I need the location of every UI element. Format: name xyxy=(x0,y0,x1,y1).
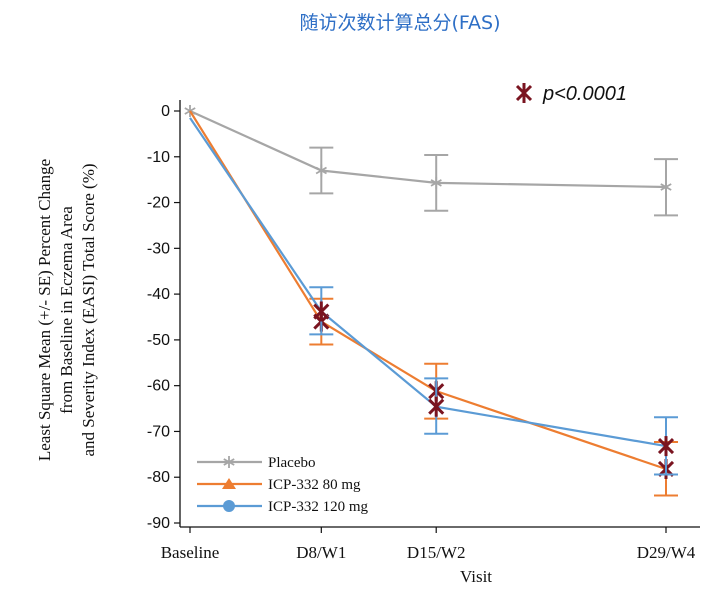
y-tick-label: -20 xyxy=(147,195,170,212)
data-point xyxy=(315,164,327,177)
series-line xyxy=(189,110,667,471)
significance-marker xyxy=(657,436,675,457)
data-point-stroke xyxy=(430,179,442,187)
legend-item: ICP-332 80 mg xyxy=(197,477,361,493)
legend-marker xyxy=(223,456,235,468)
legend-label: ICP-332 120 mg xyxy=(268,499,369,515)
y-tick-label: -30 xyxy=(147,240,170,257)
y-tick-label: -80 xyxy=(147,469,170,486)
y-tick-label: -40 xyxy=(147,286,170,303)
page-title: 随访次数计算总分(FAS) xyxy=(299,12,501,34)
y-axis-title: Least Square Mean (+/- SE) Percent Chang… xyxy=(35,159,98,461)
x-axis: Baseline D8/W1 D15/W2 D29/W4 xyxy=(161,526,700,562)
legend: Placebo ICP-332 80 mg ICP-332 120 mg xyxy=(197,455,369,515)
y-tick-label: -50 xyxy=(147,332,170,349)
y-tick-label: 0 xyxy=(161,103,170,120)
legend-label: ICP-332 80 mg xyxy=(268,477,361,493)
x-axis-title: Visit xyxy=(460,567,492,586)
significance-key: p<0.0001 xyxy=(515,83,627,105)
legend-item: Placebo xyxy=(197,455,315,471)
significance-marker xyxy=(428,396,445,417)
x-tick-label: D29/W4 xyxy=(637,543,696,562)
significance-key-marker xyxy=(515,83,533,103)
series-icp-332-80-mg xyxy=(189,110,678,497)
y-tick-label: -90 xyxy=(147,515,170,532)
y-axis-title-line-3: and Severity Index (EASI) Total Score (%… xyxy=(79,163,98,456)
significance-label: p<0.0001 xyxy=(542,83,627,105)
series-line xyxy=(189,109,667,189)
data-point-stroke xyxy=(660,183,672,191)
series-line xyxy=(189,117,667,448)
legend-item: ICP-332 120 mg xyxy=(197,499,369,515)
significance-marker xyxy=(313,301,330,322)
y-tick-label: -10 xyxy=(147,149,170,166)
series-icp-332-120-mg xyxy=(189,117,678,476)
legend-marker xyxy=(223,500,235,512)
legend-label: Placebo xyxy=(268,455,315,471)
y-tick-label: -60 xyxy=(147,378,170,395)
legend-marker-stroke xyxy=(223,458,235,466)
x-tick-label: D15/W2 xyxy=(407,543,466,562)
data-point xyxy=(660,180,672,193)
x-tick-label: D8/W1 xyxy=(296,543,346,562)
legend-marker xyxy=(222,478,236,489)
series-layer xyxy=(184,105,678,497)
x-tick-label: Baseline xyxy=(161,543,220,562)
series-placebo xyxy=(184,105,678,217)
y-axis: 0 -10 -20 -30 -40 -50 -60 -70 -80 -90 xyxy=(147,100,181,532)
y-axis-title-line-1: Least Square Mean (+/- SE) Percent Chang… xyxy=(35,159,54,461)
y-tick-label: -70 xyxy=(147,423,170,440)
data-point-stroke xyxy=(315,166,327,175)
y-axis-title-line-2: from Baseline in Eczema Area xyxy=(57,206,76,414)
data-point xyxy=(430,176,442,189)
